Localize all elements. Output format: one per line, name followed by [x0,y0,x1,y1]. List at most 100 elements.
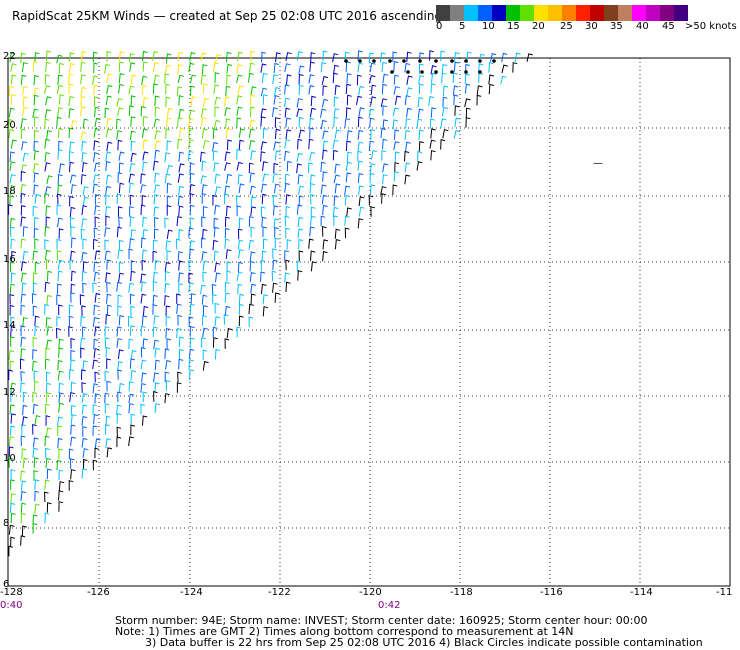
wind-barb [80,131,87,141]
wind-barb [189,74,197,84]
wind-barb [284,215,290,227]
wind-barb [45,403,50,415]
wind-barb [116,426,122,438]
wind-barb [21,448,27,459]
wind-barb [9,425,16,436]
wind-barb [58,163,65,174]
wind-barb [274,226,279,238]
wind-barb [358,107,365,117]
wind-barb [154,228,159,239]
storm-info-line: Storm number: 94E; Storm name: INVEST; S… [115,614,648,627]
wind-barb [226,74,232,86]
wind-barb [272,194,278,206]
wind-barb [310,250,316,261]
wind-barb [250,226,256,238]
wind-barb [260,271,266,282]
wind-barb [417,150,423,162]
wind-barb [140,105,146,117]
wind-barb [20,535,26,546]
wind-barb [57,359,63,371]
colorbar-swatch [618,5,632,21]
wind-barb [358,196,365,207]
wind-barb [298,195,304,207]
wind-barb [57,107,63,118]
wind-barb [225,51,232,63]
wind-barb [177,51,184,62]
wind-barb [142,228,149,240]
wind-barb [165,359,172,370]
wind-barb [141,194,147,206]
wind-barb [272,74,279,85]
wind-barb [20,470,26,481]
wind-barb [116,98,123,107]
lon-label-124: -124 [180,587,203,598]
wind-barb [322,204,328,216]
wind-barb [322,149,328,160]
wind-barb [57,74,63,85]
wind-barb [106,84,113,95]
wind-barb [284,250,290,261]
wind-barb [68,448,74,460]
wind-barb [34,490,40,502]
wind-barb [20,293,27,304]
wind-barb [248,72,254,83]
wind-barb [298,129,305,139]
wind-barb [404,129,411,140]
wind-barb [500,75,507,85]
wind-barb [284,150,290,161]
wind-barb [441,72,447,83]
wind-barb [33,470,39,481]
wind-barb [82,426,87,437]
wind-barb [140,173,146,184]
wind-barb [104,370,110,382]
wind-barb [10,238,16,250]
wind-barb [273,218,280,229]
colorbar-swatch [660,5,674,21]
wind-barb [239,303,244,315]
wind-barb [164,73,170,84]
wind-barb [237,228,243,240]
wind-barb [164,295,170,306]
wind-barb [10,382,17,393]
wind-barb [298,116,304,128]
wind-barb [140,347,146,358]
wind-barb [333,96,339,108]
wind-barb [249,139,256,150]
wind-barb [20,272,27,283]
wind-barb [58,469,64,481]
wind-barb [465,107,471,119]
wind-barb [261,283,267,295]
wind-barb [309,107,317,117]
wind-barb [369,117,375,128]
wind-barb [22,96,29,107]
wind-barb [237,283,243,295]
wind-barb [202,260,209,271]
wind-barb [142,96,149,108]
colorbar-swatch [604,5,618,21]
wind-barb [44,479,50,490]
wind-barb [273,95,280,105]
wind-barb [116,412,122,424]
colorbar-swatch [646,5,660,21]
wind-barb [153,315,160,325]
wind-barb [93,413,99,425]
wind-barb [274,292,280,303]
wind-barb [262,226,268,237]
wind-barb [81,270,87,282]
wind-barb [165,83,171,95]
wind-barb [224,162,231,171]
wind-barb [140,204,146,216]
wind-barb [333,174,341,184]
wind-barb [92,75,99,85]
colorbar-swatch [576,5,590,21]
wind-barb [345,83,352,95]
wind-barb [201,64,208,75]
wind-barb [394,162,400,173]
wind-barb [214,186,222,196]
wind-barb [189,193,195,204]
wind-barb [202,206,208,217]
wind-barb [105,194,111,206]
wind-barb [297,228,304,239]
contamination-circle [418,59,422,63]
wind-barb [32,282,38,294]
